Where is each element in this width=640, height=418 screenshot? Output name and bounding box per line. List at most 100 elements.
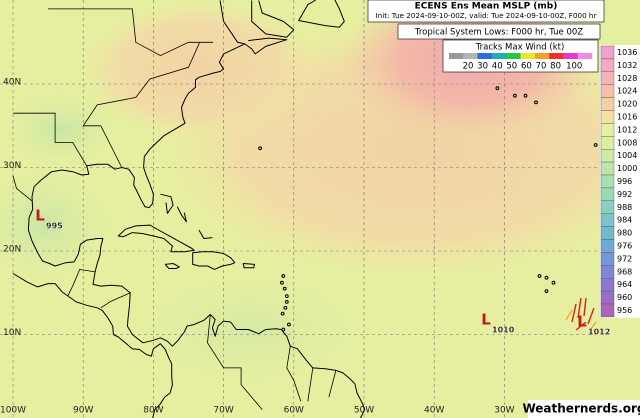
border [13, 112, 88, 167]
colorbar-swatch [600, 45, 615, 60]
colorbar-swatch [600, 148, 615, 163]
wind-label: 40 [492, 62, 503, 72]
wind-swatch [477, 53, 493, 59]
wind-label: 60 [521, 62, 532, 72]
coastline [198, 229, 213, 239]
wind-legend-title: Tracks Max Wind (kt) [475, 43, 565, 53]
colorbar-label: 1020 [617, 100, 637, 109]
wind-label: 20 [463, 62, 474, 72]
coastline [251, 0, 295, 38]
colorbar-swatch [600, 200, 615, 214]
island [593, 143, 598, 147]
coastline [298, 0, 345, 28]
colorbar-swatch [600, 290, 615, 305]
colorbar-label: 988 [617, 203, 632, 212]
lon-label: 80W [143, 406, 163, 416]
colorbar-swatch [600, 303, 615, 318]
credit: Weathernerds.org [522, 402, 640, 416]
island [495, 86, 500, 91]
wind-swatch [463, 53, 478, 59]
island [551, 280, 556, 285]
colorbar-label: 1028 [617, 74, 637, 83]
lat-label: 40N [3, 78, 21, 88]
island [258, 146, 263, 151]
border [48, 8, 214, 57]
island [282, 286, 287, 291]
low-pressure: 1012 [588, 328, 610, 337]
map-subtitle: Init: Tue 2024-09-10-00Z, valid: Tue 202… [376, 11, 597, 20]
wind-swatch [491, 53, 507, 59]
colorbar-swatch [600, 252, 615, 266]
lat-label: 10N [3, 328, 21, 338]
lon-label: 90W [73, 406, 93, 416]
lows-caption: Tropical System Lows: F000 hr, Tue 00Z [414, 28, 583, 38]
lat-label: 30N [3, 161, 21, 171]
wind-label: 50 [506, 62, 517, 72]
border [207, 314, 263, 410]
coastline [176, 206, 187, 223]
wind-label: 30 [477, 62, 488, 72]
border [12, 175, 33, 202]
header-box [367, 0, 605, 23]
island [537, 274, 542, 278]
island [283, 305, 288, 310]
colorbar-label: 960 [617, 293, 632, 302]
track [565, 309, 597, 331]
colorbar-label: 1024 [617, 87, 637, 96]
map-title: ECENS Ens Mean MSLP (mb) [415, 2, 558, 12]
low-symbol: L [35, 207, 45, 225]
island [284, 300, 289, 304]
wind-label: 80 [550, 62, 561, 72]
coastline [160, 193, 174, 214]
colorbar-label: 968 [617, 267, 632, 276]
colorbar-label: 972 [617, 254, 632, 263]
colorbar-label: 976 [617, 241, 632, 250]
border [67, 268, 96, 297]
colorbar-swatch [600, 278, 615, 292]
coastline [192, 251, 236, 270]
colorbar-swatch [600, 174, 615, 189]
island [544, 275, 549, 280]
pressure-shading [0, 90, 120, 170]
wind-swatch [549, 53, 564, 59]
wind-swatch [577, 53, 593, 59]
coastline [242, 263, 255, 269]
wind-swatch [449, 53, 464, 59]
colorbar-swatch [600, 84, 615, 98]
colorbar-swatch [600, 97, 615, 111]
low-symbol: L [481, 311, 491, 329]
low-pressure: 995 [46, 222, 63, 231]
colorbar-swatch [600, 136, 615, 150]
coastline [27, 0, 366, 418]
colorbar-label: 1008 [617, 138, 637, 147]
coastline [244, 37, 288, 55]
island [544, 289, 549, 294]
colorbar-swatch [600, 239, 615, 253]
lat-label: 20N [3, 245, 21, 255]
colorbar-label: 964 [617, 280, 632, 289]
colorbar-label: 1036 [617, 48, 637, 57]
wind-swatch [506, 53, 521, 59]
storm-tracks [565, 297, 597, 331]
colorbar-label: 984 [617, 216, 632, 225]
colorbar-label: 1004 [617, 151, 637, 160]
island [287, 322, 291, 327]
colorbar-swatch [600, 110, 615, 124]
low-symbol: L [577, 313, 587, 331]
credit-box [528, 400, 640, 418]
lows-box [397, 23, 601, 40]
colorbar-label: 1016 [617, 112, 637, 121]
wind-swatch [520, 53, 536, 59]
colorbar-label: 956 [617, 306, 632, 315]
island [284, 294, 289, 299]
island [280, 280, 284, 285]
wind-legend: 20 30 40 50 60 70 80 100 [449, 53, 593, 72]
coastline [164, 263, 180, 269]
wind-swatch [563, 53, 578, 59]
colorbar-label: 992 [617, 190, 632, 199]
lon-label: 100W [0, 406, 26, 416]
coastlines [12, 0, 598, 418]
border [100, 292, 131, 309]
colorbar-swatch [600, 265, 615, 279]
pressure-shading [0, 165, 115, 285]
